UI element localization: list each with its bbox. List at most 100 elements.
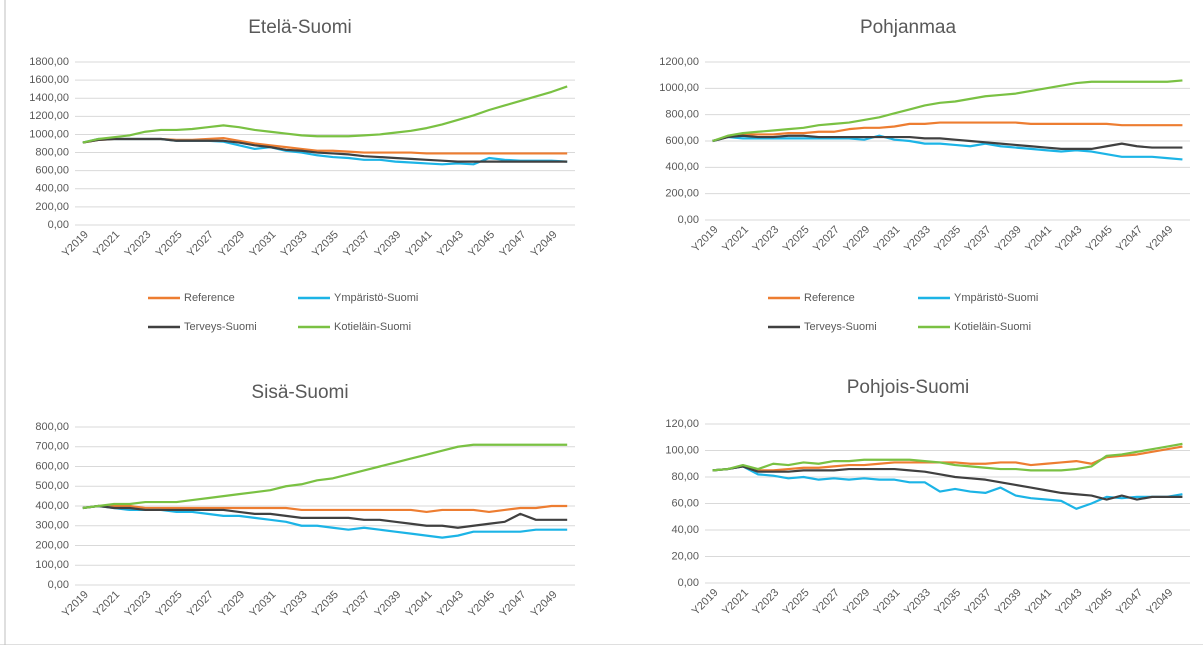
y-tick-label: 0,00 bbox=[48, 219, 69, 231]
x-tick-label: Y2035 bbox=[310, 229, 341, 260]
series-line bbox=[712, 442, 1183, 472]
y-tick-label: 120,00 bbox=[665, 418, 699, 430]
y-tick-label: 800,00 bbox=[35, 146, 69, 158]
x-tick-label: Y2021 bbox=[720, 587, 751, 618]
y-tick-label: 1200,00 bbox=[29, 110, 69, 122]
x-tick-label: Y2023 bbox=[750, 224, 781, 255]
x-tick-label: Y2049 bbox=[529, 229, 560, 260]
y-tick-label: 0,00 bbox=[48, 579, 69, 591]
x-tick-label: Y2047 bbox=[1114, 587, 1145, 618]
x-tick-label: Y2047 bbox=[498, 229, 529, 260]
legend-label: Kotieläin-Suomi bbox=[334, 321, 411, 333]
series-line bbox=[82, 504, 568, 514]
x-tick-label: Y2039 bbox=[373, 589, 404, 620]
y-tick-label: 80,00 bbox=[671, 471, 699, 483]
y-tick-label: 60,00 bbox=[671, 497, 699, 509]
x-tick-label: Y2047 bbox=[498, 589, 529, 620]
y-tick-label: 200,00 bbox=[35, 539, 69, 551]
x-tick-label: Y2023 bbox=[750, 587, 781, 618]
legend-label: Terveys-Suomi bbox=[184, 321, 257, 333]
y-tick-label: 1000,00 bbox=[29, 128, 69, 140]
x-tick-label: Y2037 bbox=[341, 589, 372, 620]
y-tick-label: 100,00 bbox=[35, 559, 69, 571]
x-tick-label: Y2021 bbox=[91, 229, 122, 260]
x-tick-label: Y2041 bbox=[404, 229, 435, 260]
y-tick-label: 1000,00 bbox=[659, 82, 699, 94]
y-tick-label: 1600,00 bbox=[29, 74, 69, 86]
y-tick-label: 0,00 bbox=[678, 214, 699, 226]
series-line bbox=[82, 504, 568, 529]
x-tick-label: Y2019 bbox=[690, 224, 721, 255]
y-tick-label: 1800,00 bbox=[29, 56, 69, 68]
y-tick-label: 700,00 bbox=[35, 441, 69, 453]
x-tick-label: Y2041 bbox=[1023, 224, 1054, 255]
series-line bbox=[712, 134, 1183, 161]
x-tick-label: Y2027 bbox=[811, 224, 842, 255]
x-tick-label: Y2043 bbox=[435, 589, 466, 620]
x-tick-label: Y2031 bbox=[248, 589, 279, 620]
x-tick-label: Y2033 bbox=[902, 587, 933, 618]
chart-title: Pohjois-Suomi bbox=[847, 377, 970, 398]
series-line bbox=[82, 136, 568, 155]
x-tick-label: Y2035 bbox=[310, 589, 341, 620]
legend-label: Ympäristö-Suomi bbox=[954, 292, 1038, 304]
series-line bbox=[712, 79, 1183, 143]
x-tick-label: Y2049 bbox=[1144, 224, 1175, 255]
y-tick-label: 40,00 bbox=[671, 524, 699, 536]
legend-label: Reference bbox=[804, 292, 855, 304]
y-tick-label: 400,00 bbox=[35, 183, 69, 195]
y-tick-label: 20,00 bbox=[671, 550, 699, 562]
x-tick-label: Y2029 bbox=[841, 224, 872, 255]
series-line bbox=[82, 85, 568, 144]
x-tick-label: Y2033 bbox=[279, 229, 310, 260]
y-tick-label: 800,00 bbox=[35, 421, 69, 433]
x-tick-label: Y2047 bbox=[1114, 224, 1145, 255]
y-tick-label: 400,00 bbox=[665, 161, 699, 173]
x-tick-label: Y2039 bbox=[373, 229, 404, 260]
x-tick-label: Y2029 bbox=[216, 229, 247, 260]
x-tick-label: Y2035 bbox=[932, 224, 963, 255]
x-tick-label: Y2045 bbox=[1084, 587, 1115, 618]
x-tick-label: Y2031 bbox=[872, 587, 903, 618]
series-line bbox=[82, 137, 568, 163]
x-tick-label: Y2023 bbox=[123, 229, 154, 260]
x-tick-label: Y2019 bbox=[60, 229, 91, 260]
x-tick-label: Y2035 bbox=[932, 587, 963, 618]
series-line bbox=[712, 121, 1183, 143]
x-tick-label: Y2043 bbox=[1054, 587, 1085, 618]
x-tick-label: Y2049 bbox=[1144, 587, 1175, 618]
y-tick-label: 100,00 bbox=[665, 444, 699, 456]
x-tick-label: Y2021 bbox=[720, 224, 751, 255]
legend-label: Ympäristö-Suomi bbox=[334, 292, 418, 304]
x-tick-label: Y2033 bbox=[902, 224, 933, 255]
x-tick-label: Y2031 bbox=[872, 224, 903, 255]
x-tick-label: Y2029 bbox=[841, 587, 872, 618]
series-line bbox=[712, 465, 1183, 501]
x-tick-label: Y2031 bbox=[248, 229, 279, 260]
x-tick-label: Y2045 bbox=[466, 589, 497, 620]
x-tick-label: Y2019 bbox=[690, 587, 721, 618]
x-tick-label: Y2041 bbox=[404, 589, 435, 620]
y-tick-label: 800,00 bbox=[665, 109, 699, 121]
y-tick-label: 300,00 bbox=[35, 520, 69, 532]
x-tick-label: Y2041 bbox=[1023, 587, 1054, 618]
x-tick-label: Y2025 bbox=[781, 587, 812, 618]
x-tick-label: Y2043 bbox=[435, 229, 466, 260]
x-tick-label: Y2037 bbox=[341, 229, 372, 260]
y-tick-label: 0,00 bbox=[678, 577, 699, 589]
x-tick-label: Y2027 bbox=[811, 587, 842, 618]
y-tick-label: 200,00 bbox=[665, 188, 699, 200]
legend-label: Terveys-Suomi bbox=[804, 321, 877, 333]
x-tick-label: Y2025 bbox=[154, 229, 185, 260]
x-tick-label: Y2027 bbox=[185, 229, 216, 260]
x-tick-label: Y2019 bbox=[60, 589, 91, 620]
x-tick-label: Y2025 bbox=[154, 589, 185, 620]
y-tick-label: 600,00 bbox=[35, 165, 69, 177]
legend-label: Kotieläin-Suomi bbox=[954, 321, 1031, 333]
x-tick-label: Y2045 bbox=[466, 229, 497, 260]
x-tick-label: Y2037 bbox=[963, 224, 994, 255]
chart-title: Etelä-Suomi bbox=[248, 17, 352, 38]
y-tick-label: 400,00 bbox=[35, 500, 69, 512]
x-tick-label: Y2043 bbox=[1054, 224, 1085, 255]
y-tick-label: 500,00 bbox=[35, 480, 69, 492]
